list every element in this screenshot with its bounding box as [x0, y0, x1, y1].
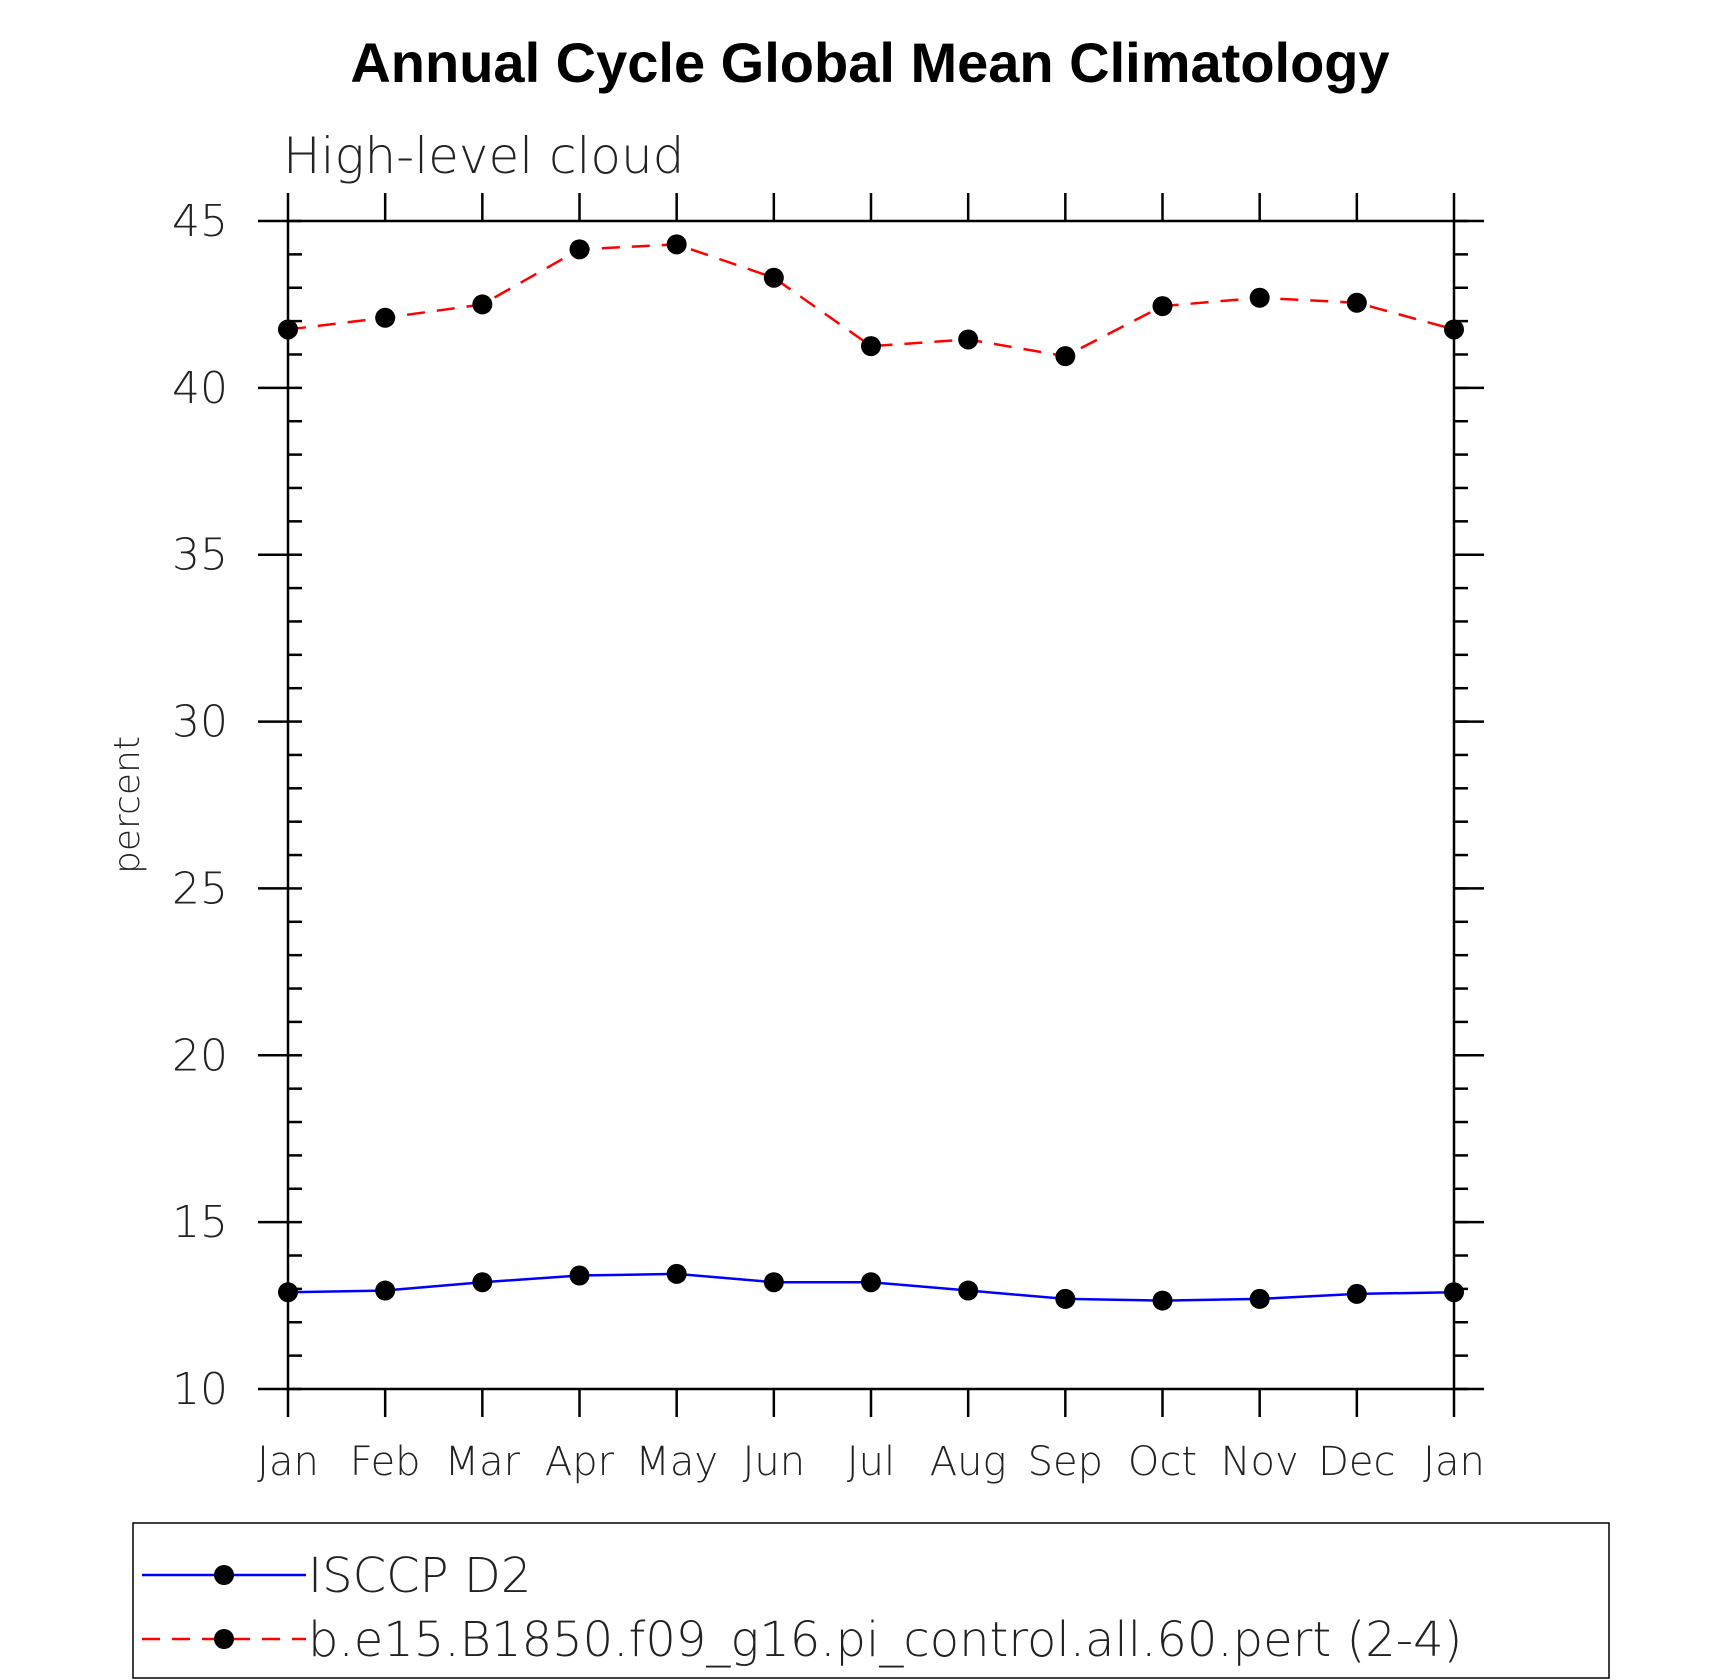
legend-label: b.e15.B1850.f09_g16.pi_control.all.60.pe… [308, 1612, 1462, 1668]
x-tick-label: Jun [743, 1439, 806, 1485]
legend: ISCCP D2 b.e15.B1850.f09_g16.pi_control.a… [142, 1548, 1462, 1668]
data-point [1444, 1282, 1464, 1303]
x-tick-label: May [635, 1439, 718, 1485]
data-point [1055, 346, 1076, 367]
y-tick-label: 20 [172, 1030, 228, 1081]
data-point [1249, 287, 1270, 308]
data-point [666, 234, 687, 255]
data-point [569, 1265, 590, 1286]
x-tick-label: Jul [847, 1439, 895, 1485]
axis-ticks [258, 193, 1484, 1417]
legend-marker [214, 1629, 234, 1649]
data-point [666, 1263, 687, 1284]
y-tick-label: 25 [172, 863, 228, 914]
x-tick-labels: Jan Feb Mar Apr May Jun Jul Aug Sep Oct Nov Dec Jan [257, 1439, 1485, 1485]
data-point [278, 1282, 298, 1303]
data-point [1152, 296, 1173, 317]
chart-title: Annual Cycle Global Mean Climatology [350, 31, 1389, 94]
data-point [472, 1272, 493, 1293]
y-tick-label: 15 [172, 1197, 228, 1248]
data-point [1346, 292, 1367, 313]
data-point [763, 267, 784, 288]
x-tick-label: Apr [545, 1439, 615, 1485]
x-tick-label: Feb [350, 1439, 421, 1485]
x-tick-label: Mar [445, 1439, 521, 1485]
data-point [958, 329, 979, 350]
data-point [278, 319, 298, 340]
data-point [375, 1280, 396, 1301]
data-point [1055, 1288, 1076, 1309]
data-point [375, 307, 396, 328]
data-point [861, 1272, 881, 1293]
data-point [861, 336, 881, 357]
x-tick-label: Jan [1423, 1439, 1485, 1485]
x-tick-label: Nov [1221, 1439, 1299, 1485]
data-point [958, 1280, 979, 1301]
data-point [1249, 1288, 1270, 1309]
legend-label: ISCCP D2 [308, 1548, 531, 1604]
x-tick-label: Sep [1028, 1439, 1103, 1485]
y-tick-label: 10 [172, 1364, 228, 1415]
data-point [1152, 1290, 1173, 1311]
x-tick-label: Jan [257, 1439, 319, 1485]
plot-frame [286, 219, 1456, 1391]
legend-box [132, 1522, 1610, 1679]
data-point [472, 294, 493, 315]
legend-marker [214, 1565, 234, 1585]
data-point [1444, 319, 1464, 340]
x-tick-label: Aug [930, 1439, 1007, 1485]
y-tick-label: 35 [172, 530, 228, 581]
data-point [763, 1272, 784, 1293]
y-tick-labels: 10 15 20 25 30 35 40 45 [172, 196, 228, 1415]
y-tick-label: 30 [172, 697, 228, 748]
x-tick-label: Dec [1318, 1439, 1395, 1485]
x-tick-label: Oct [1128, 1439, 1197, 1485]
y-tick-label: 45 [172, 196, 228, 247]
data-point [1346, 1283, 1367, 1304]
y-axis-label: percent [107, 736, 148, 874]
series-layer [278, 234, 1464, 1311]
y-tick-label: 40 [172, 363, 228, 414]
chart-subtitle: High-level cloud [283, 127, 684, 185]
data-point [569, 239, 590, 260]
